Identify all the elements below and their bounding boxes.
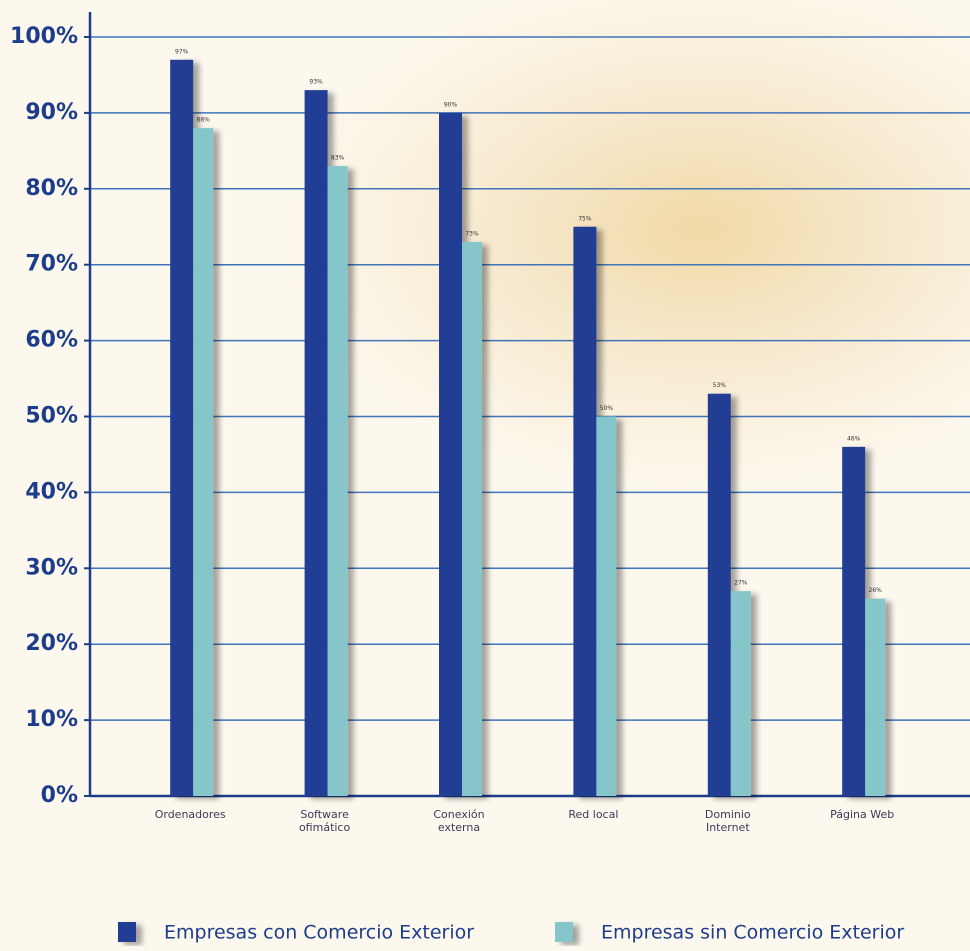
y-tick-label: 40%	[25, 479, 78, 504]
legend-label: Empresas con Comercio Exterior	[164, 922, 474, 944]
value-label: 93%	[309, 79, 323, 86]
value-label: 50%	[600, 405, 614, 412]
y-tick-label: 20%	[25, 631, 78, 656]
value-label: 53%	[713, 382, 727, 389]
bar	[707, 393, 731, 796]
legend-label: Empresas sin Comercio Exterior	[601, 922, 904, 944]
bar	[730, 591, 751, 796]
legend-swatch	[555, 922, 573, 942]
x-tick-label: Red local	[568, 808, 619, 821]
x-tick-label: Software ofimático	[298, 808, 351, 834]
value-label: 97%	[175, 48, 189, 55]
x-tick-label: Página Web	[830, 808, 895, 821]
bar	[596, 416, 617, 796]
y-tick-label: 60%	[25, 328, 78, 353]
value-label: 88%	[197, 117, 211, 124]
y-tick-label: 80%	[25, 176, 78, 201]
y-tick-label: 10%	[25, 707, 78, 732]
value-label: 75%	[578, 215, 592, 222]
value-label: 83%	[331, 155, 345, 162]
value-label: 46%	[847, 435, 861, 442]
bar	[573, 226, 597, 796]
bar	[439, 112, 462, 796]
y-tick-label: 100%	[10, 24, 78, 49]
bar	[193, 128, 214, 796]
bar	[304, 90, 328, 796]
y-tick-label: 50%	[25, 404, 78, 429]
y-tick-label: 90%	[25, 100, 78, 125]
y-tick-label: 30%	[25, 555, 78, 580]
value-label: 27%	[734, 580, 748, 587]
y-tick-label: 70%	[25, 252, 78, 277]
x-tick-label: Conexión externa	[433, 808, 485, 834]
legend-swatch	[118, 922, 136, 942]
bar	[170, 59, 194, 796]
bar	[327, 166, 348, 796]
bar	[865, 598, 886, 796]
value-label: 73%	[465, 230, 479, 237]
value-label: 26%	[869, 587, 883, 594]
bar	[462, 241, 482, 796]
bar	[842, 446, 866, 796]
x-tick-label: Dominio Internet	[704, 808, 751, 834]
x-tick-label: Ordenadores	[154, 808, 226, 821]
y-tick-label: 0%	[41, 783, 78, 808]
value-label: 90%	[444, 101, 458, 108]
